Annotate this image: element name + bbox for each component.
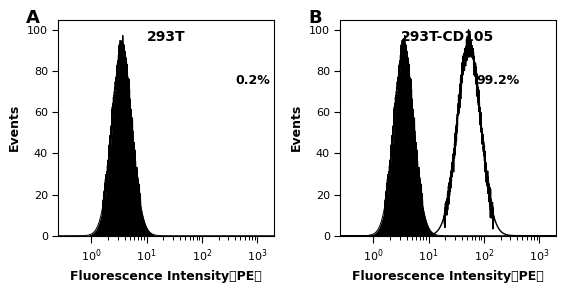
Y-axis label: Events: Events: [8, 104, 21, 151]
Text: B: B: [308, 9, 321, 27]
Text: 99.2%: 99.2%: [476, 74, 519, 86]
Text: 293T-CD105: 293T-CD105: [402, 30, 495, 44]
Y-axis label: Events: Events: [290, 104, 303, 151]
Text: 0.2%: 0.2%: [235, 74, 270, 86]
Text: 293T: 293T: [147, 30, 186, 44]
Text: A: A: [26, 9, 40, 27]
X-axis label: Fluorescence Intensity（PE）: Fluorescence Intensity（PE）: [352, 270, 544, 283]
X-axis label: Fluorescence Intensity（PE）: Fluorescence Intensity（PE）: [70, 270, 262, 283]
